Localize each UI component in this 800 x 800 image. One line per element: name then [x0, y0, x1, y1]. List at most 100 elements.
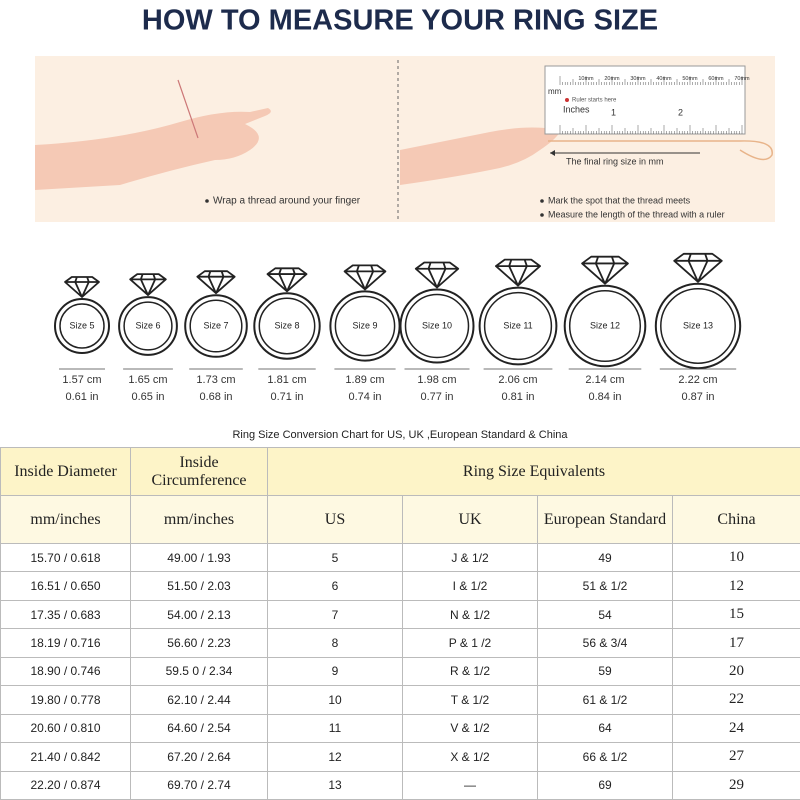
- arrow-head: [550, 150, 555, 156]
- ruler-mm-label: 20mm: [604, 76, 620, 82]
- table-row: 18.90 / 0.746 59.5 0 / 2.34 9 R & 1/2 59 20: [0, 656, 800, 687]
- subheader-cell: European Standard: [537, 495, 673, 544]
- table-cell: 54: [537, 599, 673, 630]
- table-cell: 5: [267, 542, 403, 573]
- table-cell: 16.51 / 0.650: [0, 571, 131, 601]
- subheader-cell: mm/inches: [0, 495, 131, 544]
- table-cell: 8: [267, 628, 403, 658]
- ring-inner: [334, 295, 396, 357]
- inch-mark: 1: [611, 107, 616, 117]
- diamond: [581, 255, 629, 285]
- bullet: [540, 213, 544, 217]
- diamond: [64, 276, 100, 298]
- table-cell: X & 1/2: [402, 742, 538, 772]
- ring-inches: 0.84 in: [588, 391, 621, 403]
- table-cell: 18.90 / 0.746: [0, 656, 131, 687]
- table-cell: R & 1/2: [402, 656, 538, 687]
- table-row: 15.70 / 0.618 49.00 / 1.93 5 J & 1/2 49 10: [0, 542, 800, 573]
- table-cell: 49.00 / 1.93: [130, 542, 268, 573]
- ring-inner: [189, 299, 243, 353]
- ring-inches: 0.61 in: [65, 391, 98, 403]
- bullet: [540, 199, 544, 203]
- diamond: [266, 267, 308, 293]
- ring-inner: [404, 293, 470, 359]
- table-cell: 62.10 / 2.44: [130, 685, 268, 715]
- header-cell: Inside Diameter: [0, 447, 131, 496]
- hand-right: [400, 127, 560, 185]
- table-cell: 49: [537, 542, 673, 573]
- table-cell: 66 & 1/2: [537, 742, 673, 772]
- table-row: 18.19 / 0.716 56.60 / 2.23 8 P & 1 /2 56 & 3…: [0, 628, 800, 658]
- table-cell: 18.19 / 0.716: [0, 628, 131, 658]
- ring-label: Size 6: [135, 320, 160, 330]
- ring-inner: [568, 289, 642, 363]
- ring-outer: [184, 294, 248, 358]
- table-row: 19.80 / 0.778 62.10 / 2.44 10 T & 1/2 61 & 1…: [0, 685, 800, 715]
- table-cell: 67.20 / 2.64: [130, 742, 268, 772]
- title: HOW TO MEASURE YOUR RING SIZE: [142, 5, 658, 37]
- table-cell: 51 & 1/2: [537, 571, 673, 601]
- ruler-start: [565, 98, 569, 102]
- header-cell: Ring Size Equivalents: [266, 447, 800, 496]
- table-cell: 56.60 / 2.23: [130, 628, 268, 658]
- hand-left: [35, 108, 271, 190]
- ring-cm: 1.57 cm: [62, 374, 101, 386]
- ruler-mm-label: 10mm: [578, 76, 594, 82]
- table-cell: 29: [671, 770, 800, 800]
- ring-cm: 2.06 cm: [498, 374, 537, 386]
- table-row: 22.20 / 0.874 69.70 / 2.74 13—69 29: [0, 770, 800, 800]
- bullet: [205, 199, 209, 203]
- header-cell: Inside Circumference: [130, 447, 268, 496]
- ruler-mm-label: 60mm: [708, 76, 724, 82]
- ring-label: Size 10: [422, 320, 452, 330]
- table-cell: 27: [671, 742, 800, 772]
- table-cell: N & 1/2: [402, 599, 538, 630]
- ruler: [544, 65, 746, 135]
- diamond: [343, 264, 387, 291]
- table-cell: 20.60 / 0.810: [0, 713, 131, 744]
- table-cell: V & 1/2: [402, 713, 538, 744]
- ruler-mm: mm: [548, 87, 562, 96]
- ring-inches: 0.65 in: [131, 391, 164, 403]
- conversion-table: Inside Diameter Inside Circumference Ring …: [0, 447, 800, 800]
- thread: [177, 79, 199, 139]
- table-cell: I & 1/2: [402, 571, 538, 601]
- table-cell: 64.60 / 2.54: [130, 713, 268, 744]
- table-cell: 51.50 / 2.03: [130, 571, 268, 601]
- table-cell: 15.70 / 0.618: [0, 542, 131, 573]
- table-cell: 69.70 / 2.74: [130, 770, 268, 800]
- table-cell: 6: [267, 571, 403, 601]
- table-cell: 59: [537, 656, 673, 687]
- table-cell: 10: [671, 542, 800, 573]
- diamond: [673, 252, 723, 283]
- infographic: HOW TO MEASURE YOUR RING SIZE Wrap a thr…: [35, 5, 775, 441]
- ring-label: Size 12: [590, 320, 620, 330]
- ring-outer: [478, 286, 558, 366]
- result-note: The final ring size in mm: [566, 156, 664, 166]
- table-cell: 11: [267, 713, 403, 744]
- table-cell: 54.00 / 2.13: [130, 599, 268, 630]
- table-cell: 7: [267, 599, 403, 630]
- ring-inches: 0.81 in: [501, 391, 534, 403]
- ruler-mm-label: 50mm: [682, 76, 698, 82]
- table-cell: 12: [671, 571, 800, 601]
- ring-inches: 0.87 in: [681, 391, 714, 403]
- table-cell: 59.5 0 / 2.34: [130, 656, 268, 687]
- ring-inner: [258, 297, 316, 355]
- ring-label: Size 11: [503, 320, 532, 330]
- table-cell: J & 1/2: [402, 542, 538, 573]
- subheader-cell: US: [267, 495, 403, 544]
- diamond: [495, 258, 541, 287]
- ring-cm: 2.14 cm: [585, 374, 624, 386]
- ring-outer: [253, 292, 321, 360]
- subheader-cell: UK: [402, 495, 538, 544]
- rings: Size 5 1.57 cm 0.61 in Size 6 1.65 cm 0.65 in…: [54, 252, 742, 403]
- table-cell: 61 & 1/2: [537, 685, 673, 715]
- table-cell: 24: [671, 713, 800, 744]
- table-row: 16.51 / 0.650 51.50 / 2.03 6 I & 1/2 51 & 1/…: [0, 571, 800, 601]
- ring-inches: 0.74 in: [348, 391, 381, 403]
- inch-mark: 2: [678, 107, 683, 117]
- ring-outer: [563, 284, 647, 368]
- table-caption: Ring Size Conversion Chart for US, UK ,E…: [232, 429, 568, 441]
- diamond: [129, 273, 167, 296]
